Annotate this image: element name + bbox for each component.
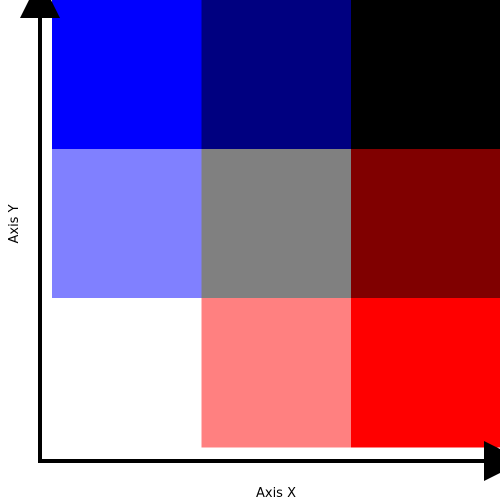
x-axis-label: Axis X [256, 486, 296, 500]
heatmap-cell-r2-c1 [201, 298, 352, 448]
y-axis-label: Axis Y [7, 204, 22, 243]
heatmap-cell-r1-c0 [52, 149, 202, 299]
heatmap-cell-r0-c1 [201, 0, 352, 150]
heatmap-cell-r0-c0 [52, 0, 202, 150]
heatmap-cell-r1-c1 [201, 149, 352, 299]
heatmap-cell-r1-c2 [351, 149, 500, 299]
heatmap-cell-r2-c0 [52, 298, 202, 448]
heatmap-cells [52, 0, 500, 448]
heatmap-cell-r2-c2 [351, 298, 500, 448]
heatmap-cell-r0-c2 [351, 0, 500, 150]
